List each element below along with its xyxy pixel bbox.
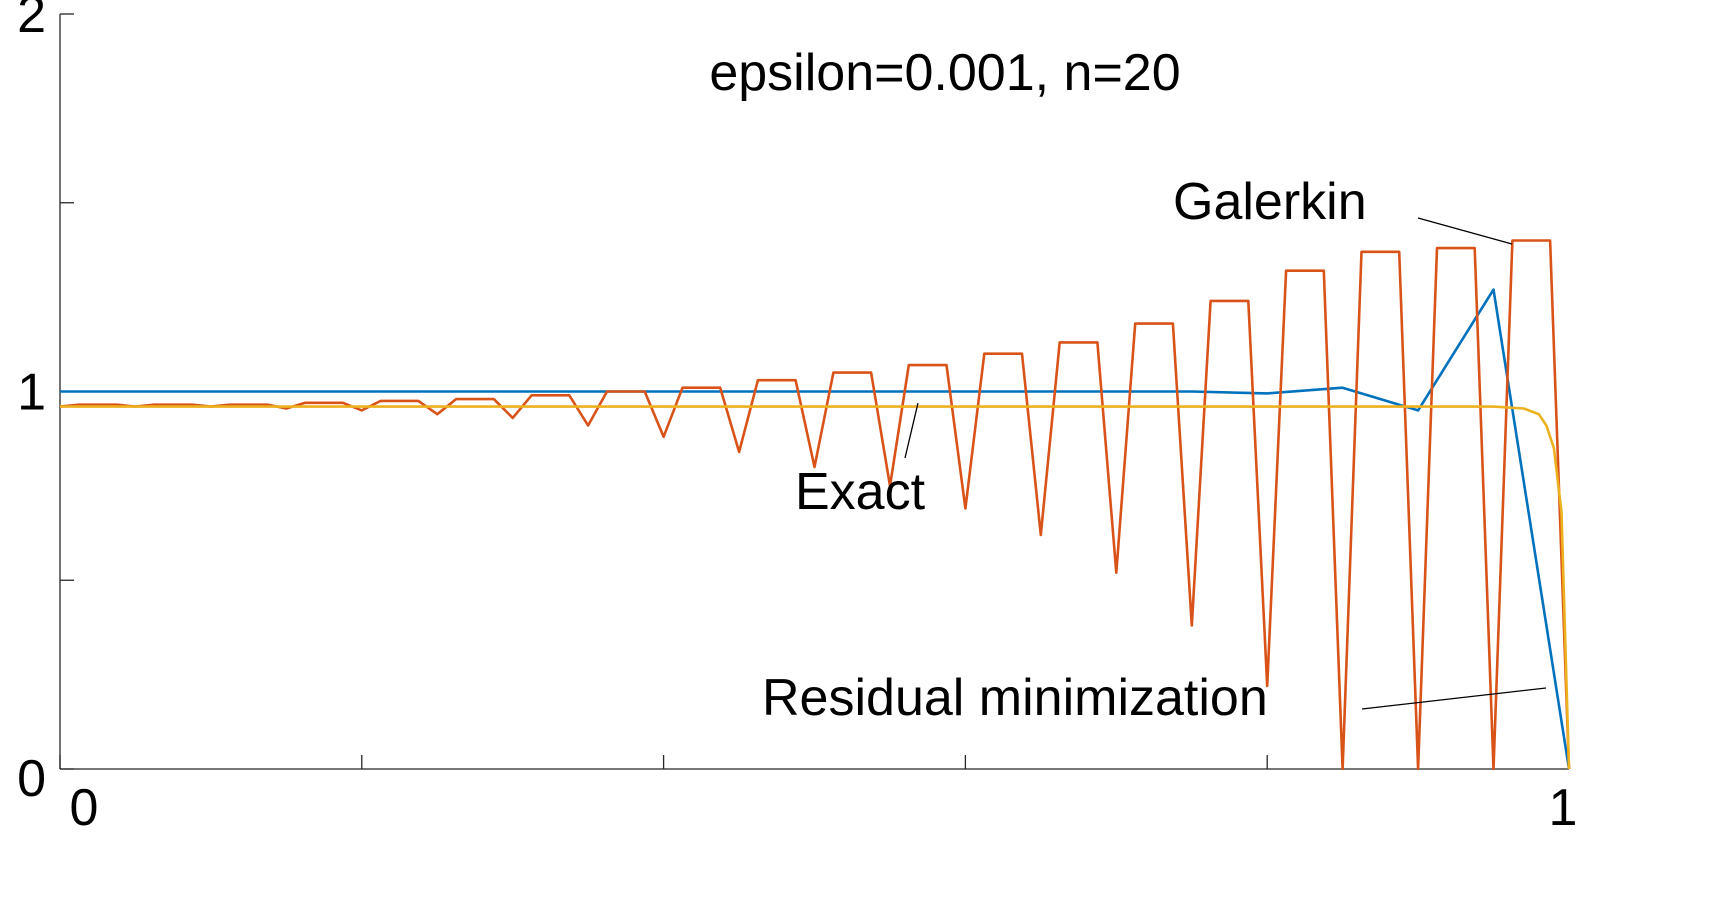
- annotation-leader-residual: [1361, 687, 1547, 710]
- tick-labels: 0 1 0 1 2: [17, 0, 1577, 837]
- chart-title: epsilon=0.001, n=20: [709, 44, 1180, 102]
- annotation-leader-galerkin: [1417, 217, 1513, 245]
- series-line-yellow: [60, 405, 1571, 770]
- y-tick-label-0: 0: [17, 750, 46, 808]
- annotation-exact: Exact: [795, 463, 926, 521]
- series-line-orange: [59, 239, 1571, 771]
- x-tick-label-0: 0: [70, 779, 99, 837]
- series-layer: [59, 239, 1571, 771]
- x-tick-label-5: 1: [1549, 779, 1578, 837]
- series-line-blue: [60, 288, 1571, 770]
- annotation-residual: Residual minimization: [762, 669, 1268, 727]
- annotation-galerkin: Galerkin: [1173, 173, 1367, 231]
- y-tick-label-4: 2: [17, 0, 46, 44]
- annotation-leader-exact: [904, 402, 919, 459]
- y-tick-label-2: 1: [17, 364, 46, 422]
